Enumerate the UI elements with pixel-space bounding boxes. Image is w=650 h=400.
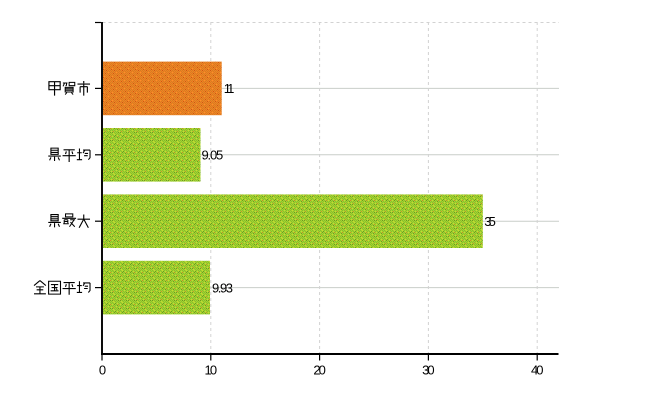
svg-text:40: 40: [531, 363, 544, 378]
svg-text:9.05: 9.05: [202, 148, 224, 163]
svg-text:30: 30: [422, 363, 435, 378]
svg-text:35: 35: [484, 214, 496, 229]
svg-text:11: 11: [224, 81, 235, 96]
svg-text:20: 20: [313, 363, 326, 378]
svg-text:0: 0: [99, 363, 106, 378]
svg-text:10: 10: [205, 363, 218, 378]
svg-text:9.93: 9.93: [212, 280, 233, 295]
